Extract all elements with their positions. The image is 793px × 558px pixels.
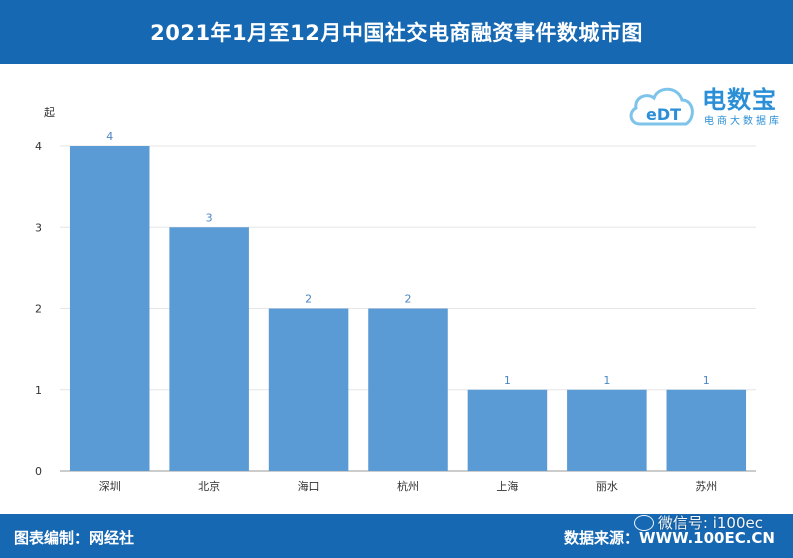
x-tick-label-6: 苏州: [695, 480, 717, 493]
chart-title: 2021年1月至12月中国社交电商融资事件数城市图: [0, 0, 793, 64]
y-tick-label: 2: [35, 303, 42, 316]
y-tick-labels: 0 1 2 3 4: [35, 140, 42, 478]
bar-0: [69, 146, 150, 471]
cloud-text: eDT: [646, 105, 681, 124]
x-tick-label-2: 海口: [298, 479, 320, 493]
bar-6: [666, 389, 747, 471]
data-label-4: 1: [504, 374, 511, 387]
footer-bar: 图表编制：网经社 数据来源：WWW.100EC.CN: [0, 514, 793, 558]
footer-credit: 图表编制：网经社: [14, 529, 135, 547]
y-tick-label: 3: [35, 221, 42, 234]
edt-logo: eDT 电数宝 电商大数据库: [626, 74, 786, 134]
bar-1: [169, 227, 249, 471]
data-label-0: 4: [106, 130, 113, 143]
brand-name: 电数宝: [702, 86, 777, 114]
bar-chart: 4 3 2 2 1 1 1 0 1 2 3 4 深圳 北京 海口 杭州 上海 丽水 苏州 起: [35, 106, 756, 493]
cloud-icon: eDT: [629, 87, 694, 126]
x-tick-label-3: 杭州: [397, 479, 419, 493]
data-label-5: 1: [603, 374, 610, 387]
data-label-3: 2: [405, 293, 412, 306]
y-tick-label: 0: [35, 465, 42, 478]
wechat-watermark: 微信号: i100ec: [633, 512, 763, 533]
bar-4: [467, 389, 548, 471]
y-tick-label: 4: [35, 140, 42, 153]
x-tick-label-5: 丽水: [596, 480, 618, 493]
x-tick-label-0: 深圳: [99, 480, 121, 493]
wechat-id: 微信号: i100ec: [657, 514, 763, 532]
bar-2: [268, 308, 349, 471]
bar-3: [368, 308, 448, 471]
brand-subtitle: 电商大数据库: [704, 116, 782, 127]
footer-source: 数据来源：WWW.100EC.CN: [564, 529, 775, 547]
x-tick-labels: 深圳 北京 海口 杭州 上海 丽水 苏州: [99, 479, 718, 493]
x-tick-label-1: 北京: [198, 479, 220, 493]
data-label-1: 3: [206, 211, 213, 224]
y-axis-unit: 起: [44, 106, 55, 119]
wechat-icon: [633, 514, 654, 531]
bars: [69, 146, 747, 471]
y-tick-label: 1: [35, 384, 42, 397]
data-label-2: 2: [305, 293, 312, 306]
data-label-6: 1: [703, 374, 710, 387]
x-tick-label-4: 上海: [496, 479, 518, 493]
bar-5: [567, 389, 647, 471]
data-labels: 4 3 2 2 1 1 1: [106, 130, 710, 387]
